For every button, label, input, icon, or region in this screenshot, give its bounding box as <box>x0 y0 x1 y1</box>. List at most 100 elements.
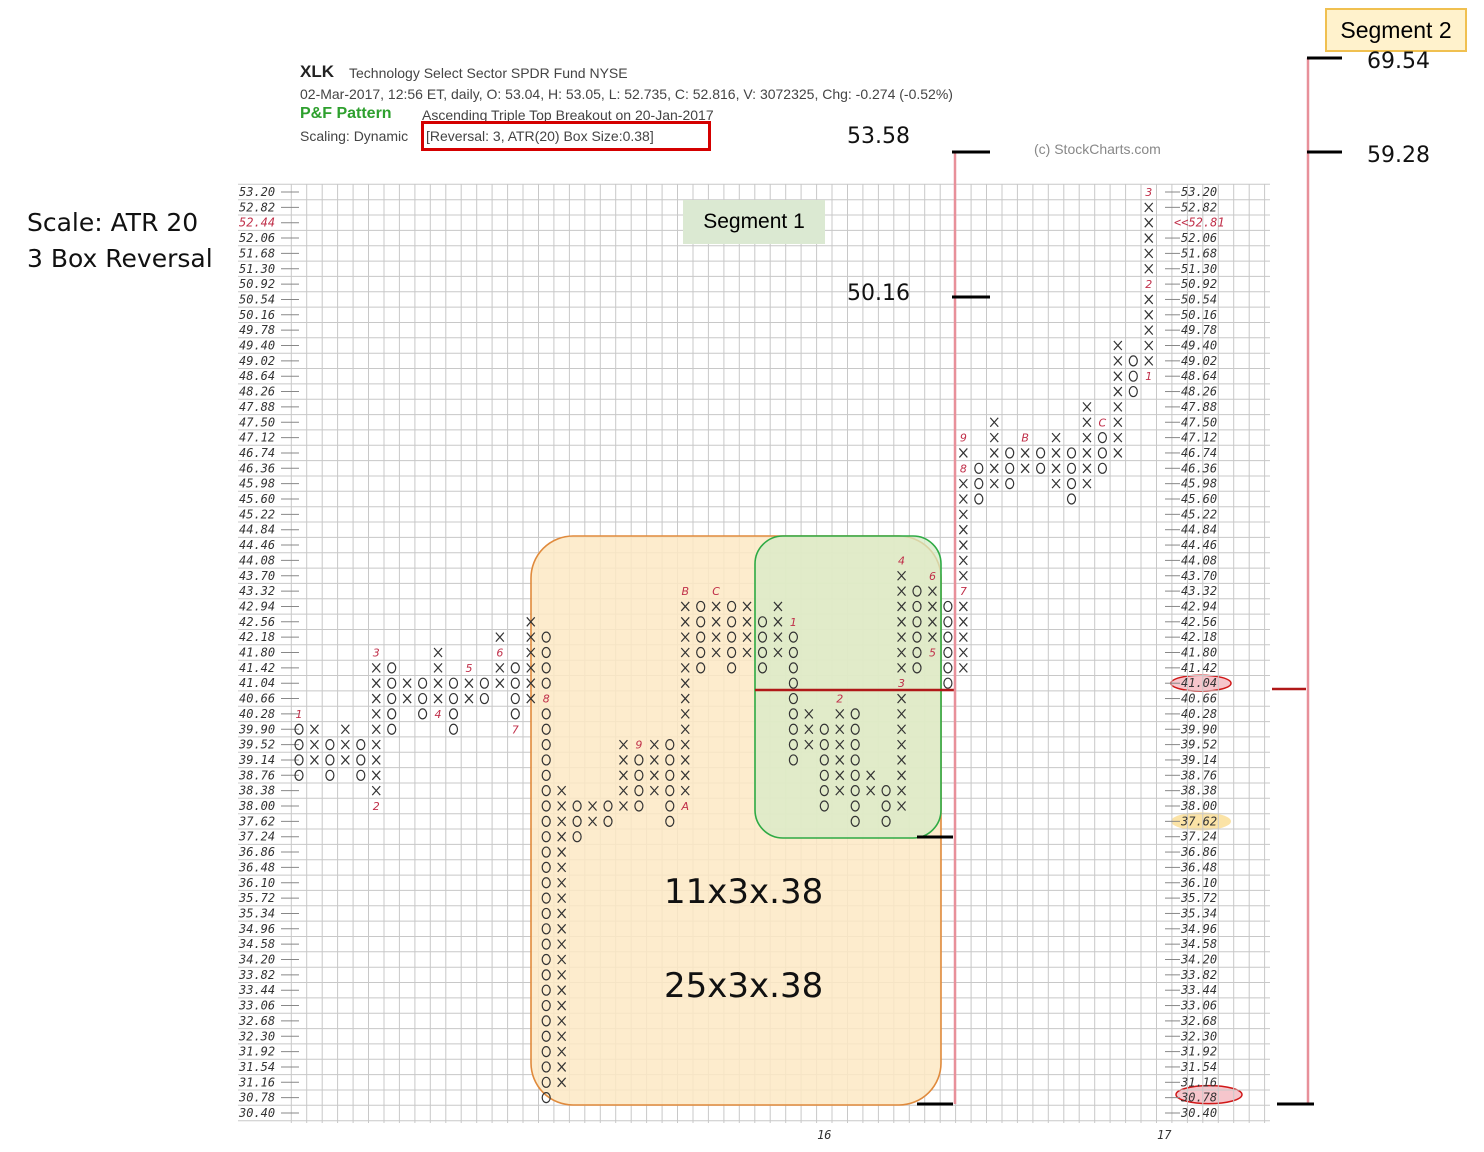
y-tick-label: 48.26 <box>239 385 275 399</box>
month-marker: 7 <box>512 723 519 736</box>
pnf-o <box>541 738 551 751</box>
y-tick-label-right: 50.92 <box>1181 277 1217 291</box>
pnf-x <box>711 616 721 627</box>
pnf-o <box>974 493 984 505</box>
y-tick-label: 53.20 <box>239 185 275 199</box>
pnf-x <box>526 678 536 689</box>
pnf-o <box>912 662 922 674</box>
pnf-o <box>1066 493 1077 505</box>
y-tick-label-right: 38.00 <box>1180 799 1217 813</box>
pnf-x <box>526 693 536 704</box>
y-tick-label: 52.44 <box>239 216 275 230</box>
pnf-x <box>773 647 783 658</box>
pnf-x <box>557 1016 567 1026</box>
pnf-x <box>928 632 937 643</box>
pnf-o <box>819 800 829 812</box>
pnf-o <box>541 800 551 812</box>
month-marker: C <box>712 585 720 598</box>
y-tick-label-right: 41.04 <box>1181 676 1217 690</box>
month-marker: A <box>680 800 689 813</box>
pnf-x <box>619 770 628 781</box>
y-tick-label: 37.24 <box>238 830 275 844</box>
pnf-x <box>897 801 906 811</box>
y-tick-label: 47.88 <box>239 400 275 414</box>
pnf-o <box>325 738 335 751</box>
y-tick-label: 34.58 <box>238 937 275 951</box>
pnf-x <box>958 509 968 520</box>
pnf-o <box>726 631 737 643</box>
pnf-x <box>835 785 845 796</box>
y-tick-label-right: 42.56 <box>1181 615 1217 629</box>
pnf-o <box>912 616 922 628</box>
pnf-x <box>649 785 659 796</box>
pnf-o <box>541 861 551 874</box>
pnf-x <box>928 616 937 627</box>
pnf-o <box>757 646 768 659</box>
pnf-x <box>1144 355 1154 366</box>
pnf-o <box>1128 385 1138 398</box>
pnf-o <box>541 1061 551 1073</box>
pnf-x <box>1082 463 1092 474</box>
pnf-x <box>495 678 505 689</box>
pnf-x <box>340 739 350 750</box>
y-tick-label: 41.42 <box>239 661 275 675</box>
y-tick-label-right: 32.68 <box>1180 1014 1217 1028</box>
pnf-o <box>665 769 675 781</box>
pnf-o <box>510 662 520 674</box>
pnf-x <box>1144 309 1154 320</box>
pnf-x <box>371 678 381 689</box>
y-tick-label-right: 48.64 <box>1181 369 1217 383</box>
pnf-o <box>819 785 829 797</box>
pnf-o <box>850 754 860 766</box>
y-tick-label-right: 31.16 <box>1180 1075 1217 1089</box>
y-tick-label-right: 37.24 <box>1180 830 1217 844</box>
month-marker: 4 <box>435 708 442 721</box>
pnf-x <box>742 632 752 643</box>
pnf-x <box>897 586 906 596</box>
pnf-o <box>541 754 551 766</box>
month-marker: 5 <box>465 662 472 675</box>
y-tick-label-right: 45.98 <box>1181 477 1217 491</box>
y-tick-label-right: 35.34 <box>1180 906 1217 920</box>
y-tick-label: 42.18 <box>239 630 275 644</box>
pnf-x <box>340 755 350 765</box>
pnf-x <box>835 709 845 719</box>
pnf-o <box>634 754 644 766</box>
pnf-x <box>958 662 968 673</box>
chart-symbol: XLK <box>300 62 334 81</box>
pnf-o <box>418 677 428 689</box>
month-marker: 2 <box>1145 278 1152 291</box>
month-marker: 4 <box>898 554 905 567</box>
pnf-x <box>557 816 567 827</box>
y-tick-label-right: 41.80 <box>1181 646 1217 660</box>
pnf-x <box>433 678 443 689</box>
month-marker: 1 <box>1145 370 1152 383</box>
pnf-x <box>557 893 567 903</box>
pnf-x <box>680 709 690 719</box>
month-marker: 1 <box>790 616 797 629</box>
month-marker: 8 <box>960 462 967 475</box>
y-tick-label: 48.64 <box>239 369 275 383</box>
y-tick-label: 49.78 <box>239 323 275 337</box>
x-axis-label: 17 <box>1157 1128 1172 1142</box>
pnf-x <box>1020 448 1030 458</box>
pnf-o <box>541 831 551 843</box>
pnf-x <box>526 647 536 658</box>
y-tick-label: 30.40 <box>238 1106 275 1120</box>
pnf-x <box>649 739 659 750</box>
pnf-x <box>680 632 690 643</box>
y-tick-label: 42.56 <box>239 615 275 629</box>
y-tick-label-right: 50.16 <box>1181 308 1217 322</box>
pnf-x <box>1051 448 1061 458</box>
pnf-o <box>974 478 984 490</box>
pnf-o <box>757 662 768 674</box>
count-box-green <box>754 535 942 839</box>
pnf-x <box>1113 340 1123 351</box>
pnf-o <box>696 662 706 674</box>
pnf-o <box>541 1076 551 1088</box>
pnf-o <box>665 738 675 751</box>
pnf-o <box>541 938 551 950</box>
pnf-o <box>912 585 922 597</box>
y-tick-label-right: 45.22 <box>1181 507 1217 521</box>
